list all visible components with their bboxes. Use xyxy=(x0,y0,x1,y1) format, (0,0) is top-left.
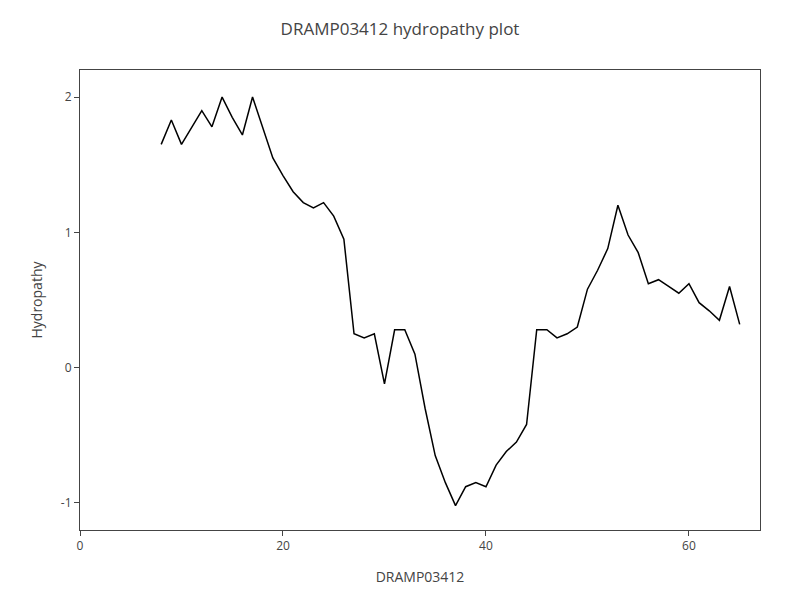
svg-text:20: 20 xyxy=(276,537,290,554)
svg-text:DRAMP03412 hydropathy plot: DRAMP03412 hydropathy plot xyxy=(281,17,520,40)
svg-text:DRAMP03412: DRAMP03412 xyxy=(376,567,465,586)
svg-text:1: 1 xyxy=(65,224,72,241)
svg-text:-1: -1 xyxy=(61,494,72,511)
svg-text:2: 2 xyxy=(65,88,72,105)
svg-text:40: 40 xyxy=(479,537,493,554)
svg-text:Hydropathy: Hydropathy xyxy=(27,261,46,339)
svg-text:0: 0 xyxy=(65,359,72,376)
svg-text:0: 0 xyxy=(77,537,84,554)
svg-text:60: 60 xyxy=(682,537,696,554)
